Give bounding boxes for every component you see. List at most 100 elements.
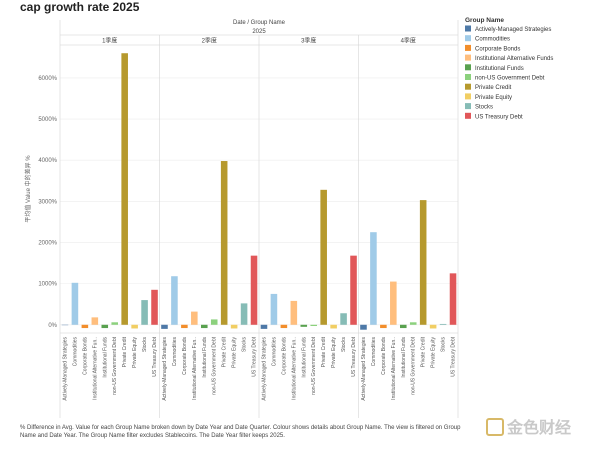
category-label: Stocks	[341, 337, 347, 353]
bar	[121, 53, 128, 325]
legend-entry: Actively-Managed Strategies	[475, 27, 551, 33]
legend-entry: Private Credit	[475, 85, 512, 91]
category-label: Private Credit	[321, 336, 327, 367]
bar	[230, 324, 238, 329]
bar	[250, 255, 258, 325]
bar	[181, 324, 188, 329]
y-tick-label: 0%	[48, 323, 57, 329]
column-header-year: 2025	[252, 29, 266, 35]
legend-title: Group Name	[465, 17, 504, 24]
category-label: Corporate Bonds	[82, 337, 88, 375]
bar	[330, 324, 337, 329]
legend-swatch	[465, 54, 471, 61]
bar	[71, 282, 79, 325]
bar	[449, 273, 457, 325]
category-label: Institutional Alternative Fun..	[391, 337, 397, 400]
y-tick-label: 1000%	[38, 282, 57, 288]
bar	[280, 324, 288, 329]
category-label: Actively-Managed Strategies	[62, 337, 68, 401]
legend-entry: Institutional Alternative Funds	[475, 56, 553, 62]
bar	[210, 319, 218, 325]
y-axis-ticks: 0% 1000% 2000% 3000% 4000% 5000% 6000%	[38, 76, 57, 329]
quarter-header: 1季度	[102, 37, 117, 45]
category-label: Institutional Funds	[301, 337, 307, 378]
quarter-header: 3季度	[301, 37, 316, 45]
bar	[81, 324, 89, 329]
category-label: Actively-Managed Strategies	[162, 337, 168, 401]
category-label: Private Equity	[132, 337, 138, 368]
legend-entry: Private Equity	[475, 95, 512, 101]
bar	[191, 311, 198, 325]
legend-entry: non-US Government Debt	[475, 76, 545, 82]
legend-entry: Commodities	[475, 37, 510, 43]
bar	[111, 322, 119, 325]
bar	[91, 317, 99, 325]
bar	[161, 324, 168, 329]
category-label: Institutional Alternative Fun..	[92, 337, 98, 400]
bar	[290, 300, 298, 325]
category-label: Commodities	[72, 337, 78, 367]
bar	[220, 161, 228, 325]
category-label: non-US Government Debt	[411, 336, 417, 394]
category-label: US Treasury Debt	[252, 336, 258, 376]
legend-swatch	[465, 25, 471, 32]
category-label: Private Equity	[331, 337, 337, 368]
quarter-header: 2季度	[202, 37, 217, 45]
bar	[429, 324, 437, 329]
category-label: Private Equity	[431, 337, 437, 368]
y-tick-label: 4000%	[38, 158, 57, 164]
category-label: Institutional Funds	[102, 337, 108, 378]
quarter-header: 4季度	[401, 37, 416, 45]
chart-frame	[59, 20, 459, 418]
bar	[300, 324, 308, 327]
category-label: non-US Government Debt	[212, 336, 218, 394]
category-label: Commodities	[271, 337, 277, 367]
bar	[350, 255, 357, 325]
category-label: Commodities	[371, 337, 377, 367]
bar	[399, 324, 407, 329]
category-label: non-US Government Debt	[112, 336, 118, 394]
legend-entry: Corporate Bonds	[475, 46, 520, 52]
y-tick-label: 5000%	[38, 117, 57, 123]
legend-swatch	[465, 74, 471, 80]
category-label: non-US Government Debt	[311, 336, 317, 394]
watermark-logo-icon	[486, 418, 504, 436]
category-label: Private Equity	[232, 337, 238, 368]
category-label: US Treasury Debt	[351, 336, 357, 376]
legend-swatch	[465, 112, 471, 119]
bar	[200, 324, 208, 329]
bar	[310, 324, 318, 327]
footnote: % Difference in Avg. Value for each Grou…	[20, 425, 461, 439]
category-label: Corporate Bonds	[182, 337, 188, 375]
bar	[340, 313, 347, 325]
bar	[370, 232, 377, 325]
bar	[360, 324, 367, 330]
legend-swatch	[465, 44, 471, 51]
bar	[270, 293, 278, 325]
bar	[409, 322, 417, 325]
legend-swatch	[465, 93, 471, 100]
category-label: Corporate Bonds	[381, 337, 387, 375]
category-label: US Treasury Debt	[451, 336, 457, 376]
bar	[151, 289, 158, 325]
category-label: Institutional Alternative Fun..	[192, 337, 198, 400]
category-label: Commodities	[172, 337, 178, 367]
category-label: Stocks	[441, 337, 447, 353]
column-header-title: Date / Group Name	[233, 20, 286, 26]
category-label: Institutional Funds	[401, 337, 407, 378]
bar	[419, 200, 427, 325]
legend-swatch	[465, 103, 471, 110]
bar	[260, 324, 268, 329]
legend-entry: Institutional Funds	[475, 66, 524, 72]
legend-entry: US Treasury Debt	[475, 114, 523, 120]
category-labels: Actively-Managed Strategies Commodities Co…	[62, 336, 456, 400]
category-label: Actively-Managed Strategies	[361, 337, 367, 401]
bar	[141, 300, 148, 325]
category-label: Private Credit	[222, 336, 228, 367]
bar	[439, 323, 447, 325]
bar	[240, 303, 248, 325]
bar	[320, 189, 327, 325]
bar	[390, 281, 397, 325]
bar	[131, 324, 138, 329]
